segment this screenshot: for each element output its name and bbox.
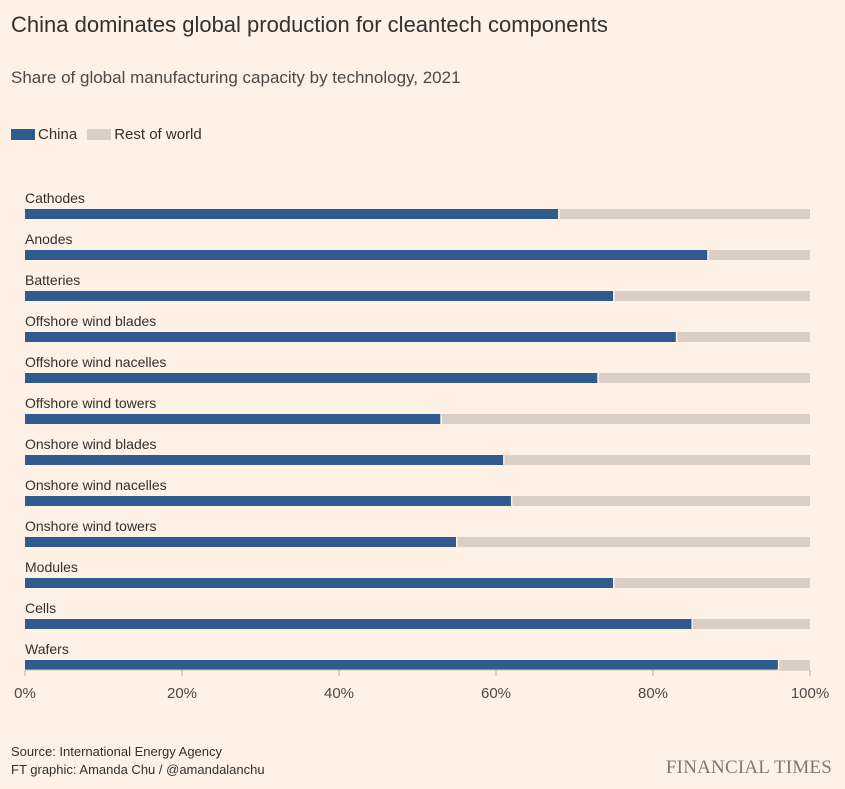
bar-rest-of-world-onshore-wind-blades xyxy=(503,455,810,465)
x-tick-label-80: 80% xyxy=(638,685,668,702)
bar-rest-of-world-cathodes xyxy=(558,209,810,219)
bar-rest-of-world-offshore-wind-blades xyxy=(676,332,810,342)
x-tick-label-60: 60% xyxy=(481,685,511,702)
credit-line: FT graphic: Amanda Chu / @amandalanchu xyxy=(11,762,265,777)
legend-item-china: China xyxy=(11,126,77,143)
category-label-modules: Modules xyxy=(25,559,78,575)
bar-rest-of-world-offshore-wind-nacelles xyxy=(598,373,810,383)
financial-times-logo: FINANCIAL TIMES xyxy=(665,757,832,778)
bar-china-anodes xyxy=(25,250,708,260)
category-label-offshore-wind-blades: Offshore wind blades xyxy=(25,313,156,329)
bar-rest-of-world-anodes xyxy=(707,250,810,260)
bar-china-cathodes xyxy=(25,209,559,219)
bar-rest-of-world-onshore-wind-towers xyxy=(456,537,810,547)
category-label-onshore-wind-blades: Onshore wind blades xyxy=(25,436,157,452)
chart-subtitle: Share of global manufacturing capacity b… xyxy=(11,68,461,87)
bar-rest-of-world-offshore-wind-towers xyxy=(441,414,810,424)
category-label-offshore-wind-nacelles: Offshore wind nacelles xyxy=(25,354,166,370)
bar-rest-of-world-cells xyxy=(692,619,810,629)
x-tick-label-100: 100% xyxy=(791,685,829,702)
source-note: Source: International Energy Agency FT g… xyxy=(11,743,265,779)
bar-rest-of-world-onshore-wind-nacelles xyxy=(511,496,810,506)
bar-china-cells xyxy=(25,619,693,629)
bar-china-batteries xyxy=(25,291,614,301)
bar-china-onshore-wind-blades xyxy=(25,455,504,465)
category-label-onshore-wind-nacelles: Onshore wind nacelles xyxy=(25,477,167,493)
category-label-anodes: Anodes xyxy=(25,231,72,247)
x-tick-label-0: 0% xyxy=(14,685,36,702)
x-tick-label-40: 40% xyxy=(324,685,354,702)
chart-title: China dominates global production for cl… xyxy=(11,12,608,37)
bar-rest-of-world-wafers xyxy=(778,660,810,670)
bar-china-onshore-wind-towers xyxy=(25,537,457,547)
legend-swatch-china xyxy=(11,129,35,140)
bar-china-onshore-wind-nacelles xyxy=(25,496,512,506)
legend-swatch-rest-of-world xyxy=(87,129,112,140)
legend: China Rest of world xyxy=(11,126,212,143)
bar-china-offshore-wind-towers xyxy=(25,414,442,424)
category-label-cells: Cells xyxy=(25,600,56,616)
bar-china-offshore-wind-blades xyxy=(25,332,677,342)
bar-chart: Cathodes Anodes Batteries Offshore wind bla… xyxy=(14,190,829,702)
x-tick-label-20: 20% xyxy=(167,685,197,702)
source-line: Source: International Energy Agency xyxy=(11,744,223,759)
category-label-offshore-wind-towers: Offshore wind towers xyxy=(25,395,156,411)
legend-label-rest-of-world: Rest of world xyxy=(114,126,202,143)
legend-item-rest-of-world: Rest of world xyxy=(87,126,202,143)
category-label-wafers: Wafers xyxy=(25,641,69,657)
bar-china-wafers xyxy=(25,660,779,670)
category-label-batteries: Batteries xyxy=(25,272,80,288)
bar-china-modules xyxy=(25,578,614,588)
category-label-onshore-wind-towers: Onshore wind towers xyxy=(25,518,157,534)
category-label-cathodes: Cathodes xyxy=(25,190,85,206)
bar-rest-of-world-modules xyxy=(613,578,810,588)
legend-label-china: China xyxy=(38,126,78,143)
bar-rest-of-world-batteries xyxy=(613,291,810,301)
bar-china-offshore-wind-nacelles xyxy=(25,373,599,383)
